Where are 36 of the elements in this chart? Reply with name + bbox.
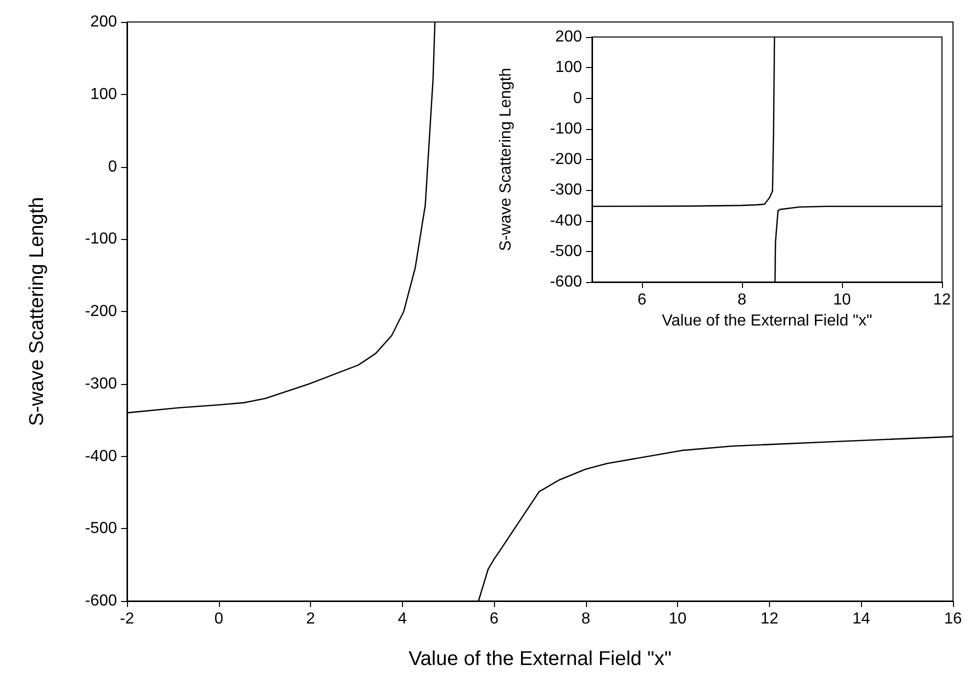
y-tick-label: -100 xyxy=(550,120,582,138)
x-tick-label: 0 xyxy=(214,610,224,628)
y-tick-label: -600 xyxy=(550,274,582,290)
y-tick-label: -100 xyxy=(84,230,118,248)
y-tick-label: -200 xyxy=(84,303,118,320)
y-tick-label: -600 xyxy=(84,592,118,610)
y-tick-label: 0 xyxy=(573,90,582,107)
y-tick-label: 200 xyxy=(555,28,582,46)
x-tick-label: 8 xyxy=(738,292,747,308)
x-tick-label: 12 xyxy=(933,292,951,308)
y-tick-label: -300 xyxy=(84,375,118,392)
x-axis-title: Value of the External Field "x" xyxy=(662,312,872,330)
x-tick-label: 4 xyxy=(398,610,407,628)
y-tick-label: 200 xyxy=(90,14,118,30)
x-tick-label: 6 xyxy=(490,610,499,628)
x-tick-label: 10 xyxy=(668,610,687,628)
x-tick-label: 6 xyxy=(638,292,647,308)
x-tick-label: 10 xyxy=(833,292,851,308)
x-tick-label: 2 xyxy=(306,610,316,628)
y-tick-label: 100 xyxy=(555,59,582,76)
x-tick-label: 16 xyxy=(944,610,962,628)
y-tick-label: -500 xyxy=(84,520,118,538)
y-axis-title: S-wave Scattering Length xyxy=(498,68,514,252)
x-tick-label: 12 xyxy=(760,610,778,628)
x-tick-label: -2 xyxy=(120,610,134,628)
y-tick-label: 100 xyxy=(90,86,118,103)
y-tick-label: 0 xyxy=(108,158,118,176)
y-tick-label: -200 xyxy=(550,151,582,168)
x-tick-label: 8 xyxy=(581,610,590,628)
y-axis-title: S-wave Scattering Length xyxy=(26,196,48,426)
x-tick-label: 14 xyxy=(852,610,870,628)
y-tick-label: -300 xyxy=(550,182,582,199)
y-tick-label: -400 xyxy=(84,448,118,465)
y-tick-label: -400 xyxy=(550,212,582,230)
x-axis-title: Value of the External Field "x" xyxy=(408,648,672,670)
y-tick-label: -500 xyxy=(550,242,582,260)
